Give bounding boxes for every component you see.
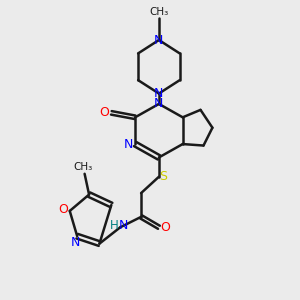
Text: N: N [119,219,128,232]
Text: N: N [154,87,164,100]
Text: CH₃: CH₃ [149,7,169,17]
Text: O: O [160,221,170,234]
Text: N: N [154,34,164,46]
Text: S: S [159,170,167,183]
Text: O: O [99,106,109,119]
Text: N: N [154,98,164,110]
Text: N: N [124,138,133,151]
Text: O: O [58,203,68,216]
Text: CH₃: CH₃ [74,162,93,172]
Text: N: N [71,236,80,249]
Text: H: H [110,219,119,232]
